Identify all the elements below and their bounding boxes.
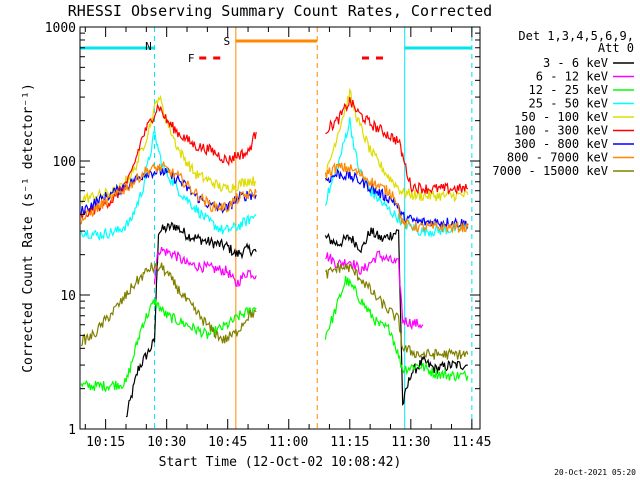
series-line-1-segment-0 [153,246,257,288]
series-line-7-segment-0 [80,160,257,225]
y-tick-label-2: 100 [53,155,76,170]
footer-date: 20-Oct-2021 05:20 [554,468,636,477]
series-line-4-segment-0 [80,94,257,204]
plot-series [80,87,469,418]
series-line-0-segment-0 [125,221,257,418]
series-line-5-segment-0 [80,103,257,219]
y-tick-label-0: 1 [68,423,76,438]
y-axis-label: Corrected Count Rate (s⁻¹ detector⁻¹) [21,83,36,373]
chart-title: RHESSI Observing Summary Count Rates, Co… [68,2,492,20]
series-line-7-segment-1 [324,162,469,234]
series-line-0-segment-1 [324,227,468,406]
x-tick-label-3: 11:00 [269,435,308,450]
legend-label-0: 3 - 6 keV [543,56,608,70]
x-tick-label-5: 11:30 [391,435,430,450]
night-marker-label: N [145,40,152,53]
x-tick-label-6: 11:45 [452,435,491,450]
legend-label-8: 7000 - 15000 keV [492,164,608,178]
series-line-1-segment-1 [324,250,424,331]
y-tick-label-1: 10 [60,289,76,304]
series-line-3-segment-1 [324,117,469,238]
x-tick-label-1: 10:30 [147,435,186,450]
legend-label-2: 12 - 25 keV [529,83,608,97]
saa-marker-label: S [224,35,231,48]
plot-frame [79,26,481,430]
legend-label-3: 25 - 50 keV [529,97,608,111]
series-line-8-segment-1 [324,262,469,360]
x-axis-label: Start Time (12-Oct-02 10:08:42) [159,455,402,470]
legend-header-line-2: Att 0 [598,41,634,55]
legend-label-7: 800 - 7000 keV [507,151,608,165]
series-line-8-segment-0 [80,262,257,347]
flare-marker-label: F [188,52,195,65]
x-tick-label-2: 10:45 [208,435,247,450]
series-line-3-segment-0 [80,129,257,242]
axes: 1 10 100 1000 10:15 10:30 10:45 11:00 11:15 11:30… [45,21,492,450]
legend-label-1: 6 - 12 keV [536,70,608,84]
legend-label-4: 50 - 100 keV [521,110,608,124]
x-tick-label-0: 10:15 [86,435,125,450]
x-tick-label-4: 11:15 [330,435,369,450]
y-tick-label-3: 1000 [45,21,76,36]
legend-header-line-1: Det 1,3,4,5,6,9, [518,29,634,43]
series-line-4-segment-1 [324,87,469,203]
legend-label-5: 100 - 300 keV [514,124,608,138]
series-line-2-segment-1 [324,276,469,382]
series-line-6-segment-0 [80,165,257,215]
series-line-2-segment-0 [80,298,257,393]
series-line-5-segment-1 [325,97,469,195]
legend-label-6: 300 - 800 keV [514,137,608,151]
